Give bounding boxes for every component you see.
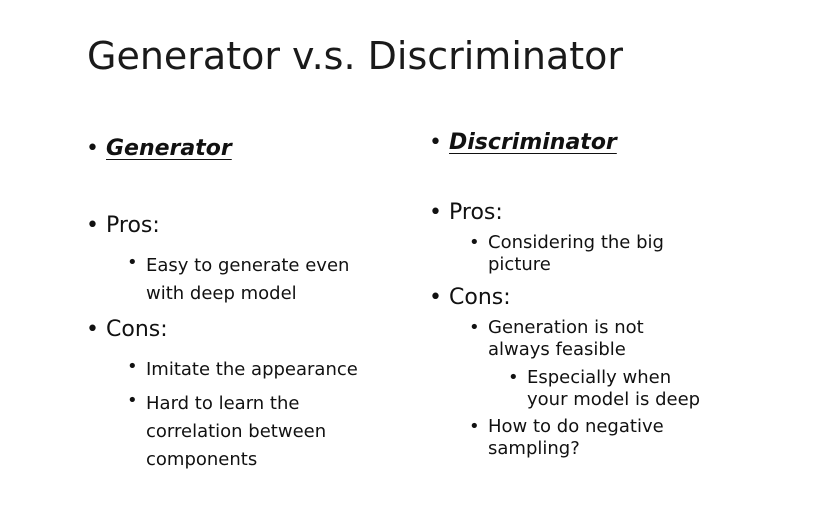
list-item-line: sampling? (488, 438, 580, 459)
discriminator-con-item: How to do negative sampling? (488, 416, 664, 460)
list-item-line: always feasible (488, 339, 626, 360)
list-item-line: components (146, 449, 258, 470)
discriminator-pros-label: Pros: (449, 200, 503, 225)
list-item-line: picture (488, 254, 551, 275)
list-item-line: Considering the big (488, 232, 664, 253)
bullet-dot: • (127, 252, 138, 273)
generator-cons-label: Cons: (106, 317, 168, 342)
discriminator-heading: Discriminator (449, 130, 617, 155)
bullet-dot: • (86, 136, 99, 161)
list-item-line: Easy to generate even (146, 255, 350, 276)
list-item-line: How to do negative (488, 416, 664, 437)
discriminator-pro-item: Considering the big picture (488, 232, 664, 276)
bullet-dot: • (86, 317, 99, 342)
list-item-line: your model is deep (527, 389, 701, 410)
discriminator-cons-label: Cons: (449, 285, 511, 310)
generator-pros-label: Pros: (106, 213, 160, 238)
bullet-dot: • (429, 130, 442, 155)
slide-title: Generator v.s. Discriminator (87, 34, 624, 78)
list-item-line: Generation is not (488, 317, 644, 338)
bullet-dot: • (127, 356, 138, 377)
generator-con-item: Imitate the appearance (146, 356, 358, 384)
generator-heading: Generator (106, 136, 232, 161)
list-item-line: Imitate the appearance (146, 359, 358, 380)
bullet-dot: • (429, 285, 442, 310)
bullet-dot: • (86, 213, 99, 238)
bullet-dot: • (469, 416, 480, 437)
list-item-line: correlation between (146, 421, 327, 442)
bullet-dot: • (429, 200, 442, 225)
generator-con-item: Hard to learn the correlation between co… (146, 390, 326, 474)
bullet-dot: • (127, 390, 138, 411)
discriminator-con-item: Generation is not always feasible (488, 317, 644, 361)
bullet-dot: • (508, 367, 519, 388)
discriminator-con-subitem: Especially when your model is deep (527, 367, 700, 411)
bullet-dot: • (469, 317, 480, 338)
list-item-line: Hard to learn the (146, 393, 300, 414)
list-item-line: Especially when (527, 367, 672, 388)
list-item-line: with deep model (146, 283, 297, 304)
generator-pro-item: Easy to generate even with deep model (146, 252, 349, 308)
bullet-dot: • (469, 232, 480, 253)
